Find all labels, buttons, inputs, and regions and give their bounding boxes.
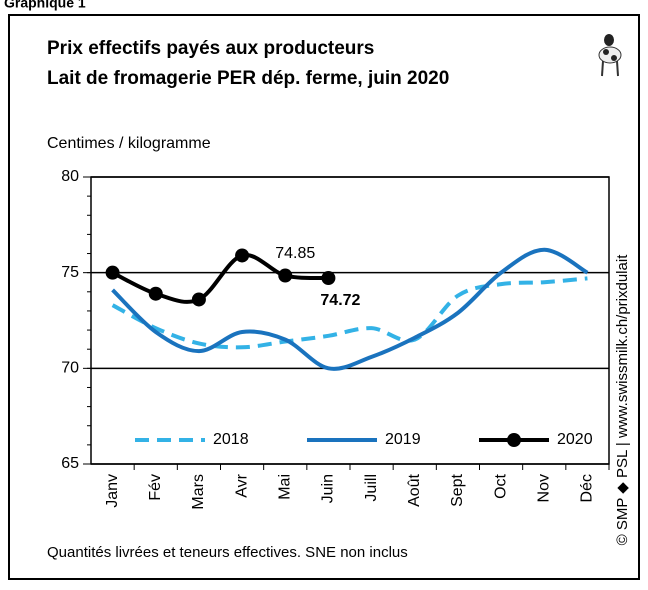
figure-label: Graphique 1 xyxy=(4,0,86,11)
point xyxy=(148,286,163,301)
x-tick-label: Juin xyxy=(320,474,337,503)
y-axis-label: Centimes / kilogramme xyxy=(47,135,211,152)
y-tick-label: 65 xyxy=(61,455,79,472)
legend-marker xyxy=(507,433,521,447)
point xyxy=(321,271,336,286)
x-tick-label: Avr xyxy=(233,473,250,497)
data-label: 74.72 xyxy=(320,292,360,309)
x-tick-label: Déc xyxy=(579,474,596,502)
cow-icon xyxy=(598,34,622,77)
plot-frame xyxy=(90,176,610,465)
series-line xyxy=(111,276,588,350)
series-line xyxy=(111,247,589,371)
data-label: 74.85 xyxy=(275,245,315,262)
legend-label: 2018 xyxy=(213,431,249,448)
y-tick-label: 75 xyxy=(61,264,79,281)
x-tick-label: Nov xyxy=(535,474,552,502)
credit: © SMP ◆ PSL | www.swissmilk.ch/prixdulai… xyxy=(614,254,631,546)
x-tick-label: Fév xyxy=(147,474,164,501)
point xyxy=(235,248,250,263)
chart-title: Lait de fromagerie PER dép. ferme, juin … xyxy=(47,68,449,89)
point xyxy=(105,265,120,280)
series-line xyxy=(111,253,329,304)
x-tick-label: Oct xyxy=(492,473,509,498)
point xyxy=(191,292,206,307)
footnote: Quantités livrées et teneurs effectives.… xyxy=(47,544,408,561)
chart-title: Prix effectifs payés aux producteurs xyxy=(47,38,374,59)
x-tick-label: Janv xyxy=(104,474,121,508)
frame xyxy=(8,14,640,580)
point xyxy=(278,268,293,283)
y-tick-label: 80 xyxy=(61,168,79,185)
y-tick-label: 70 xyxy=(61,360,79,377)
x-tick-label: Mars xyxy=(190,474,207,510)
x-tick-label: Sept xyxy=(449,473,466,506)
legend-label: 2019 xyxy=(385,431,421,448)
legend-label: 2020 xyxy=(557,431,593,448)
x-tick-label: Mai xyxy=(276,474,293,500)
x-tick-label: Août xyxy=(406,473,423,506)
x-tick-label: Juill xyxy=(363,474,380,502)
